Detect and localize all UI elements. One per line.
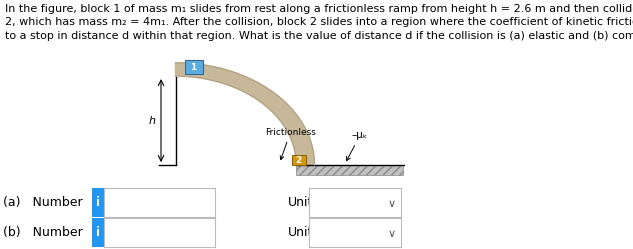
Text: In the figure, block 1 of mass m₁ slides from rest along a frictionless ramp fro: In the figure, block 1 of mass m₁ slides… [5,4,633,41]
Text: ∨: ∨ [387,199,396,209]
Bar [292,155,306,165]
Text: h: h [149,116,156,125]
Text: Unit: Unit [288,196,313,209]
Text: 1: 1 [191,62,197,71]
Text: Unit: Unit [288,226,313,239]
Text: i: i [96,226,100,239]
Text: 2: 2 [296,156,302,165]
Text: ∨: ∨ [387,229,396,239]
Text: (b)   Number: (b) Number [3,226,83,239]
Text: –μₖ: –μₖ [346,130,368,161]
Bar [296,165,403,175]
Bar [185,60,203,74]
Text: (a)   Number: (a) Number [3,196,83,209]
Text: i: i [96,196,100,209]
Text: Frictionless: Frictionless [265,128,316,160]
Polygon shape [175,63,315,165]
